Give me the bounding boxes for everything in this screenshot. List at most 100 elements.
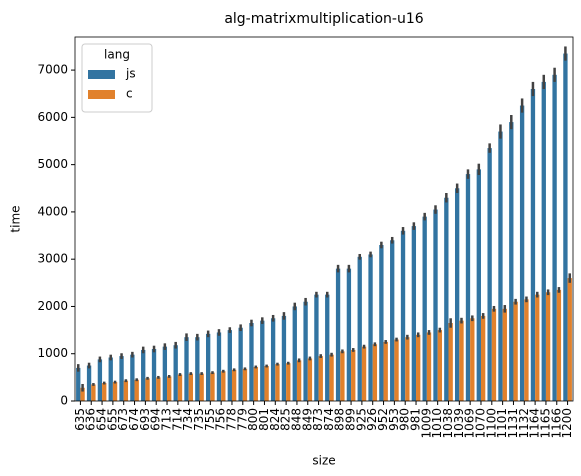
bar bbox=[351, 349, 356, 401]
legend-title: lang bbox=[104, 48, 130, 62]
bar bbox=[480, 315, 486, 401]
bar bbox=[335, 268, 341, 401]
bar bbox=[556, 289, 562, 401]
bar bbox=[383, 341, 388, 401]
x-tick-label: 756 bbox=[214, 408, 228, 431]
legend-swatch bbox=[88, 90, 115, 99]
bar bbox=[205, 333, 211, 401]
bar bbox=[260, 320, 265, 401]
bar bbox=[123, 380, 129, 401]
y-axis-label: time bbox=[9, 205, 23, 232]
bar bbox=[119, 356, 124, 401]
bar bbox=[530, 89, 536, 401]
x-tick-label: 980 bbox=[398, 408, 412, 431]
y-tick-label: 4000 bbox=[37, 204, 68, 218]
bar bbox=[173, 345, 178, 401]
bar bbox=[195, 337, 200, 401]
x-tick-label: 874 bbox=[322, 408, 336, 431]
bar bbox=[162, 346, 168, 401]
legend-label: js bbox=[125, 67, 136, 81]
bar bbox=[491, 308, 497, 401]
bar bbox=[563, 53, 568, 401]
bar bbox=[112, 382, 118, 401]
bar bbox=[314, 294, 319, 401]
x-tick-label: 1009 bbox=[419, 408, 433, 439]
bar bbox=[102, 383, 107, 401]
bar bbox=[221, 371, 226, 401]
bar bbox=[444, 197, 449, 401]
bar bbox=[340, 351, 345, 401]
x-tick-label: 636 bbox=[84, 408, 98, 431]
bar bbox=[476, 169, 481, 401]
x-tick-label: 849 bbox=[300, 408, 314, 431]
x-tick-label: 848 bbox=[289, 408, 303, 431]
bar bbox=[372, 344, 378, 401]
x-tick-label: 824 bbox=[268, 408, 282, 431]
bar bbox=[448, 323, 453, 401]
legend-swatch bbox=[88, 70, 115, 79]
x-tick-label: 674 bbox=[127, 408, 141, 431]
x-tick-label: 1100 bbox=[484, 408, 498, 439]
bar bbox=[502, 308, 507, 401]
x-tick-label: 713 bbox=[160, 408, 174, 431]
x-tick-label: 655 bbox=[105, 408, 119, 431]
chart-title: alg-matrixmultiplication-u16 bbox=[224, 11, 423, 27]
bar bbox=[437, 330, 443, 401]
bar bbox=[545, 292, 551, 401]
x-tick-label: 801 bbox=[257, 408, 271, 431]
y-tick-label: 1000 bbox=[37, 346, 68, 360]
bar bbox=[91, 384, 96, 401]
x-tick-label: 1038 bbox=[441, 408, 455, 439]
bar bbox=[249, 323, 254, 401]
x-tick-label: 755 bbox=[203, 408, 217, 431]
x-tick-label: 635 bbox=[73, 408, 87, 431]
bar bbox=[509, 122, 514, 401]
x-tick-label: 898 bbox=[333, 408, 347, 431]
bar bbox=[303, 301, 308, 401]
bar bbox=[513, 301, 518, 401]
y-tick-label: 5000 bbox=[37, 157, 68, 171]
bar bbox=[292, 306, 297, 401]
x-tick-label: 873 bbox=[311, 408, 325, 431]
x-tick-label: 694 bbox=[149, 408, 163, 431]
x-tick-label: 1165 bbox=[538, 408, 552, 439]
x-axis-label: size bbox=[312, 454, 335, 468]
x-tick-label: 1069 bbox=[463, 408, 477, 439]
bar bbox=[361, 346, 367, 401]
bar bbox=[357, 256, 362, 401]
bar bbox=[167, 376, 172, 401]
x-tick-label: 981 bbox=[409, 408, 423, 431]
bar bbox=[216, 332, 222, 401]
bar bbox=[242, 368, 248, 401]
bar bbox=[416, 334, 421, 401]
y-tick-label: 6000 bbox=[37, 110, 68, 124]
bar bbox=[188, 373, 194, 401]
bar bbox=[325, 294, 330, 401]
bar bbox=[281, 315, 287, 401]
x-tick-label: 1200 bbox=[560, 408, 574, 439]
bar bbox=[296, 360, 302, 401]
bar bbox=[286, 363, 291, 401]
bar bbox=[394, 339, 399, 401]
bar bbox=[275, 364, 280, 401]
bar bbox=[210, 372, 215, 401]
x-tick-label: 825 bbox=[279, 408, 293, 431]
bar bbox=[199, 373, 204, 401]
legend-label: c bbox=[126, 87, 133, 101]
x-tick-label: 953 bbox=[387, 408, 401, 431]
bar bbox=[487, 148, 492, 401]
bar bbox=[108, 357, 113, 401]
bar bbox=[231, 369, 237, 401]
x-tick-label: 673 bbox=[116, 408, 130, 431]
x-tick-label: 1070 bbox=[473, 408, 487, 439]
bar bbox=[498, 131, 503, 401]
x-tick-label: 1131 bbox=[506, 408, 520, 439]
axes-frame bbox=[74, 36, 574, 402]
bar bbox=[426, 332, 432, 401]
bar bbox=[97, 359, 103, 401]
bar bbox=[567, 278, 572, 401]
bar bbox=[184, 337, 189, 401]
bar bbox=[130, 354, 135, 401]
y-tick-label: 7000 bbox=[37, 63, 68, 77]
